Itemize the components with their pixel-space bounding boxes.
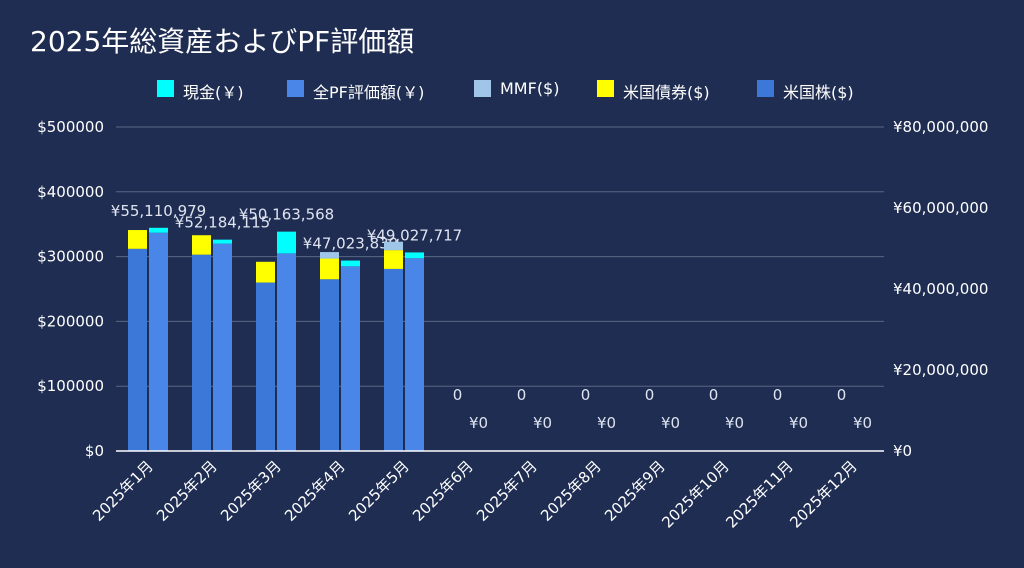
jpy-total-label: ¥55,110,979	[111, 202, 206, 220]
legend-label-us-bonds: 米国債券($)	[623, 83, 710, 102]
left-axis-tick-label: $300000	[37, 248, 104, 266]
category-label: 2025年8月	[537, 457, 605, 525]
usd-total-label: 0	[773, 386, 783, 404]
chart-legend: 現金(￥) 全PF評価額(￥) MMF($) 米国債券($) 米国株($)	[0, 78, 1024, 102]
category-label: 2025年11月	[722, 457, 796, 531]
jpy-total-label: ¥49,027,717	[367, 226, 462, 244]
bar-cash	[149, 227, 168, 233]
category-label: 2025年3月	[217, 457, 285, 525]
jpy-total-label: ¥0	[597, 414, 616, 432]
bar-pf-total	[405, 258, 424, 451]
bar-us-bonds	[192, 235, 211, 255]
legend-label-us-stocks: 米国株($)	[783, 83, 854, 102]
bar-us-stocks	[256, 282, 275, 451]
usd-total-label: 0	[453, 386, 463, 404]
bar-mmf	[384, 241, 403, 251]
category-label: 2025年1月	[89, 457, 157, 525]
jpy-total-label: ¥0	[853, 414, 872, 432]
right-axis-tick-label: ¥0	[893, 442, 912, 460]
usd-total-label: 0	[709, 386, 719, 404]
bar-pf-total	[277, 253, 296, 451]
jpy-total-label: ¥0	[661, 414, 680, 432]
bar-cash	[277, 231, 296, 254]
right-axis-tick-label: ¥40,000,000	[893, 280, 988, 298]
bar-us-stocks	[384, 268, 403, 451]
usd-total-label: 0	[645, 386, 655, 404]
jpy-total-label: ¥52,184,115	[175, 214, 270, 232]
category-label: 2025年5月	[345, 457, 413, 525]
jpy-total-label: ¥47,023,839	[303, 235, 398, 253]
jpy-total-label: ¥0	[533, 414, 552, 432]
bar-pf-total	[213, 243, 232, 451]
legend-swatch-us-bonds	[597, 80, 614, 97]
bar-us-bonds	[256, 261, 275, 283]
category-label: 2025年7月	[473, 457, 541, 525]
left-axis-tick-label: $500000	[37, 118, 104, 136]
bar-us-bonds	[320, 258, 339, 280]
usd-total-label: 0	[581, 386, 591, 404]
category-label: 2025年2月	[153, 457, 221, 525]
chart-title: 2025年総資産およびPF評価額	[30, 25, 415, 58]
usd-total-label: 0	[837, 386, 847, 404]
legend-swatch-us-stocks	[757, 80, 774, 97]
legend-swatch-cash	[157, 80, 174, 97]
bar-us-bonds	[384, 250, 403, 269]
right-axis-tick-label: ¥20,000,000	[893, 361, 988, 379]
jpy-total-label: ¥0	[789, 414, 808, 432]
category-label: 2025年12月	[786, 457, 860, 531]
legend-label-cash: 現金(￥)	[183, 83, 244, 102]
category-label: 2025年10月	[658, 457, 732, 531]
legend-label-pf-total: 全PF評価額(￥)	[313, 83, 425, 102]
right-axis-tick-label: ¥60,000,000	[893, 199, 988, 217]
left-axis-tick-label: $200000	[37, 312, 104, 330]
legend-swatch-pf-total	[287, 80, 304, 97]
category-label: 2025年4月	[281, 457, 349, 525]
category-label: 2025年9月	[601, 457, 669, 525]
bar-us-stocks	[320, 279, 339, 451]
left-axis-tick-label: $400000	[37, 183, 104, 201]
usd-total-label: 0	[517, 386, 527, 404]
legend-swatch-mmf	[474, 80, 491, 97]
left-axis-tick-label: $0	[85, 442, 104, 460]
legend-label-mmf: MMF($)	[500, 79, 560, 98]
category-label: 2025年6月	[409, 457, 477, 525]
bar-pf-total	[149, 232, 168, 451]
bar-mmf	[320, 252, 339, 259]
bar-us-stocks	[128, 248, 147, 451]
jpy-total-label: ¥0	[469, 414, 488, 432]
bar-us-stocks	[192, 254, 211, 451]
bar-pf-total	[341, 266, 360, 451]
bar-us-bonds	[128, 230, 147, 249]
right-axis-tick-label: ¥80,000,000	[893, 118, 988, 136]
bar-cash	[405, 252, 424, 259]
bar-cash	[341, 260, 360, 267]
bar-cash	[213, 239, 232, 244]
jpy-total-label: ¥0	[725, 414, 744, 432]
left-axis-tick-label: $100000	[37, 377, 104, 395]
jpy-total-label: ¥50,163,568	[239, 206, 334, 224]
